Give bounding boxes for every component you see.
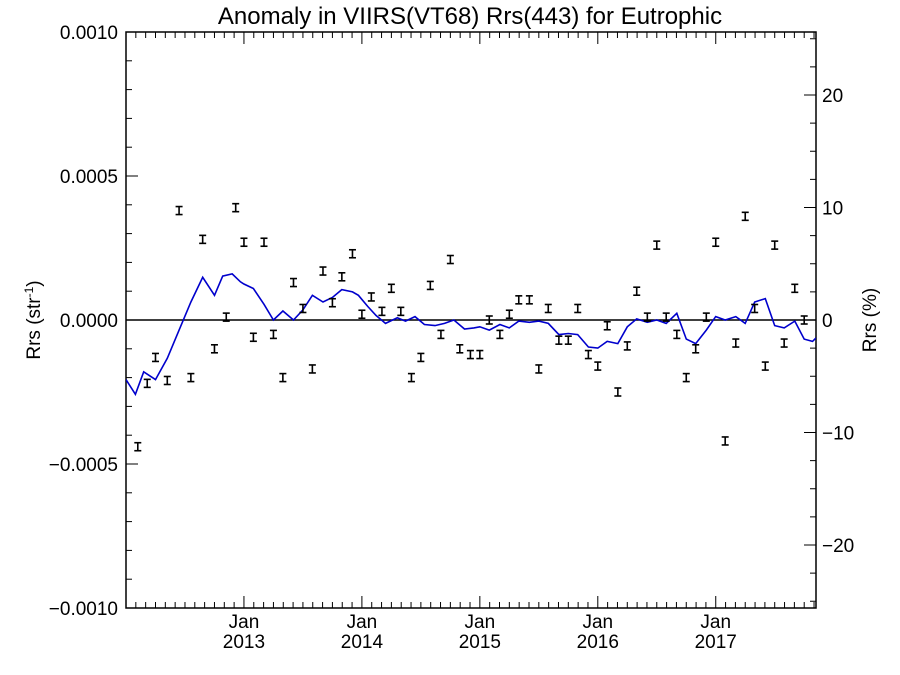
data-point [466,349,474,360]
data-point [446,254,454,265]
data-point [721,436,729,446]
data-point [682,372,690,383]
y-axis-title-right: Rrs (%) [860,288,881,352]
x-tick-month-label: Jan [465,612,496,633]
y-right-tick-label: −10 [822,424,854,445]
data-point [555,335,563,345]
data-point [417,352,425,363]
data-point [496,329,504,340]
y-right-tick-label: 10 [822,199,843,220]
data-point [143,378,151,389]
data-point [249,332,257,343]
data-point [761,361,769,371]
data-point [712,237,720,248]
data-point [338,271,346,282]
data-point [662,312,670,322]
data-point [387,283,395,294]
data-point [407,372,415,383]
data-point [544,303,552,314]
data-point [741,211,749,222]
data-point [505,309,513,320]
data-point [525,295,533,305]
y-right-tick-label: 0 [822,311,833,332]
data-point [771,240,779,250]
data-point [732,338,740,348]
data-point [702,312,710,322]
data-point [574,303,582,314]
data-point [437,329,445,340]
data-point [232,202,240,213]
data-point [299,303,307,314]
data-point [564,335,572,345]
data-point [535,364,543,374]
x-tick-year-label: 2014 [341,632,384,653]
data-point [515,295,523,305]
data-point [319,266,327,276]
data-point [603,320,611,331]
data-point [260,237,268,248]
data-point [584,349,592,360]
y-tick-label: 0.0010 [60,23,118,44]
data-point [476,349,484,360]
y-tick-label: 0.0000 [60,311,118,332]
data-point [358,309,366,320]
data-point [397,306,405,317]
data-point [367,292,375,302]
data-point [210,343,218,354]
y-tick-label: 0.0005 [60,167,118,188]
data-point [328,297,336,308]
x-tick-year-label: 2013 [223,632,265,653]
data-point [800,315,808,325]
x-tick-month-label: Jan [700,612,731,633]
y-axis-title-superscript: -1 [22,286,36,297]
data-point [175,205,183,216]
chart-title: Anomaly in VIIRS(VT68) Rrs(443) for Eutr… [218,3,722,30]
data-point [378,306,386,317]
data-point [151,352,159,363]
data-point [269,329,277,340]
data-point [279,372,287,383]
data-point [289,277,297,288]
data-point [485,315,493,325]
data-point [643,312,651,322]
data-point [426,280,434,291]
data-point [623,341,631,351]
data-point [594,361,602,371]
data-point [222,312,230,322]
data-point [308,364,316,374]
x-tick-year-label: 2015 [459,632,501,653]
data-point [240,237,248,248]
y-right-tick-label: −20 [822,536,854,557]
x-tick-month-label: Jan [347,612,378,633]
y-tick-label: −0.0010 [49,599,118,620]
data-point [751,303,759,314]
data-point [187,372,195,383]
data-point [614,387,622,397]
data-point [692,343,700,354]
data-point [633,286,641,297]
data-point [673,329,681,340]
y-right-tick-label: 20 [822,86,843,107]
data-point [780,338,788,348]
data-point [134,441,142,452]
anomaly-percent-line [126,273,816,397]
y-tick-label: −0.0005 [49,455,118,476]
data-point [653,240,661,250]
x-tick-month-label: Jan [582,612,613,633]
plot-area: 0.0010 0.0005 0.0000 −0.0005 −0.0010 20 10 0 −10… [49,23,854,653]
x-tick-year-label: 2016 [577,632,619,653]
data-point [199,234,207,245]
x-tick-year-label: 2017 [695,632,737,653]
x-tick-month-label: Jan [229,612,260,633]
data-point [791,283,799,294]
data-point [163,375,171,386]
data-point [456,343,464,354]
data-point [348,248,356,259]
y-axis-title-left: Rrs (str-1) [22,280,45,359]
